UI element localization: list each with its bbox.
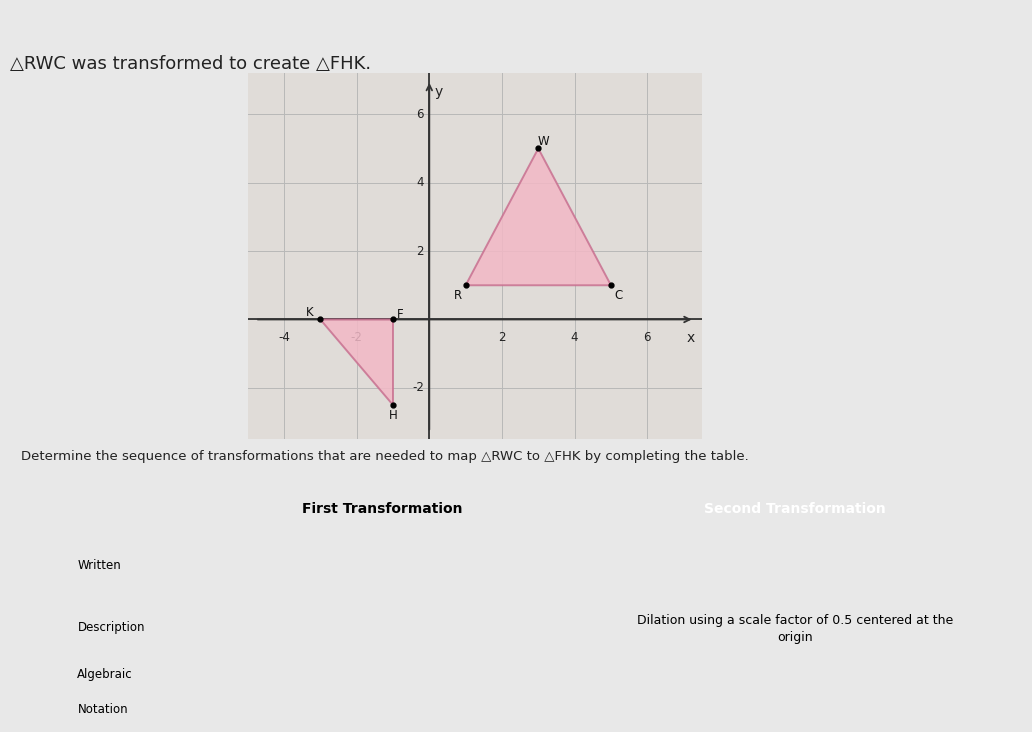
Text: Determine the sequence of transformations that are needed to map △RWC to △FHK by: Determine the sequence of transformation… bbox=[21, 450, 748, 463]
Text: x: x bbox=[686, 332, 695, 346]
Text: 4: 4 bbox=[571, 332, 578, 345]
Text: Written: Written bbox=[77, 559, 121, 572]
Text: -4: -4 bbox=[278, 332, 290, 345]
Text: 6: 6 bbox=[416, 108, 424, 121]
Text: Algebraic: Algebraic bbox=[77, 668, 133, 681]
Text: Dilation using a scale factor of 0.5 centered at the: Dilation using a scale factor of 0.5 cen… bbox=[637, 614, 953, 627]
Text: -2: -2 bbox=[412, 381, 424, 395]
Text: R: R bbox=[454, 289, 462, 302]
Text: 6: 6 bbox=[644, 332, 651, 345]
Polygon shape bbox=[465, 149, 611, 285]
Text: W: W bbox=[538, 135, 550, 148]
Text: △RWC was transformed to create △FHK.: △RWC was transformed to create △FHK. bbox=[10, 55, 372, 73]
Text: Second Transformation: Second Transformation bbox=[704, 501, 885, 516]
Text: H: H bbox=[389, 408, 397, 422]
Polygon shape bbox=[320, 319, 393, 405]
Text: Notation: Notation bbox=[77, 703, 128, 716]
Text: origin: origin bbox=[777, 631, 812, 643]
Text: F: F bbox=[397, 308, 404, 321]
Text: K: K bbox=[305, 306, 314, 319]
Text: y: y bbox=[434, 85, 443, 99]
Text: Description: Description bbox=[77, 621, 144, 634]
Text: -2: -2 bbox=[351, 332, 362, 345]
Text: 2: 2 bbox=[416, 244, 424, 258]
Text: C: C bbox=[614, 289, 622, 302]
Text: 2: 2 bbox=[498, 332, 506, 345]
Text: First Transformation: First Transformation bbox=[301, 501, 462, 516]
Text: 4: 4 bbox=[416, 176, 424, 189]
